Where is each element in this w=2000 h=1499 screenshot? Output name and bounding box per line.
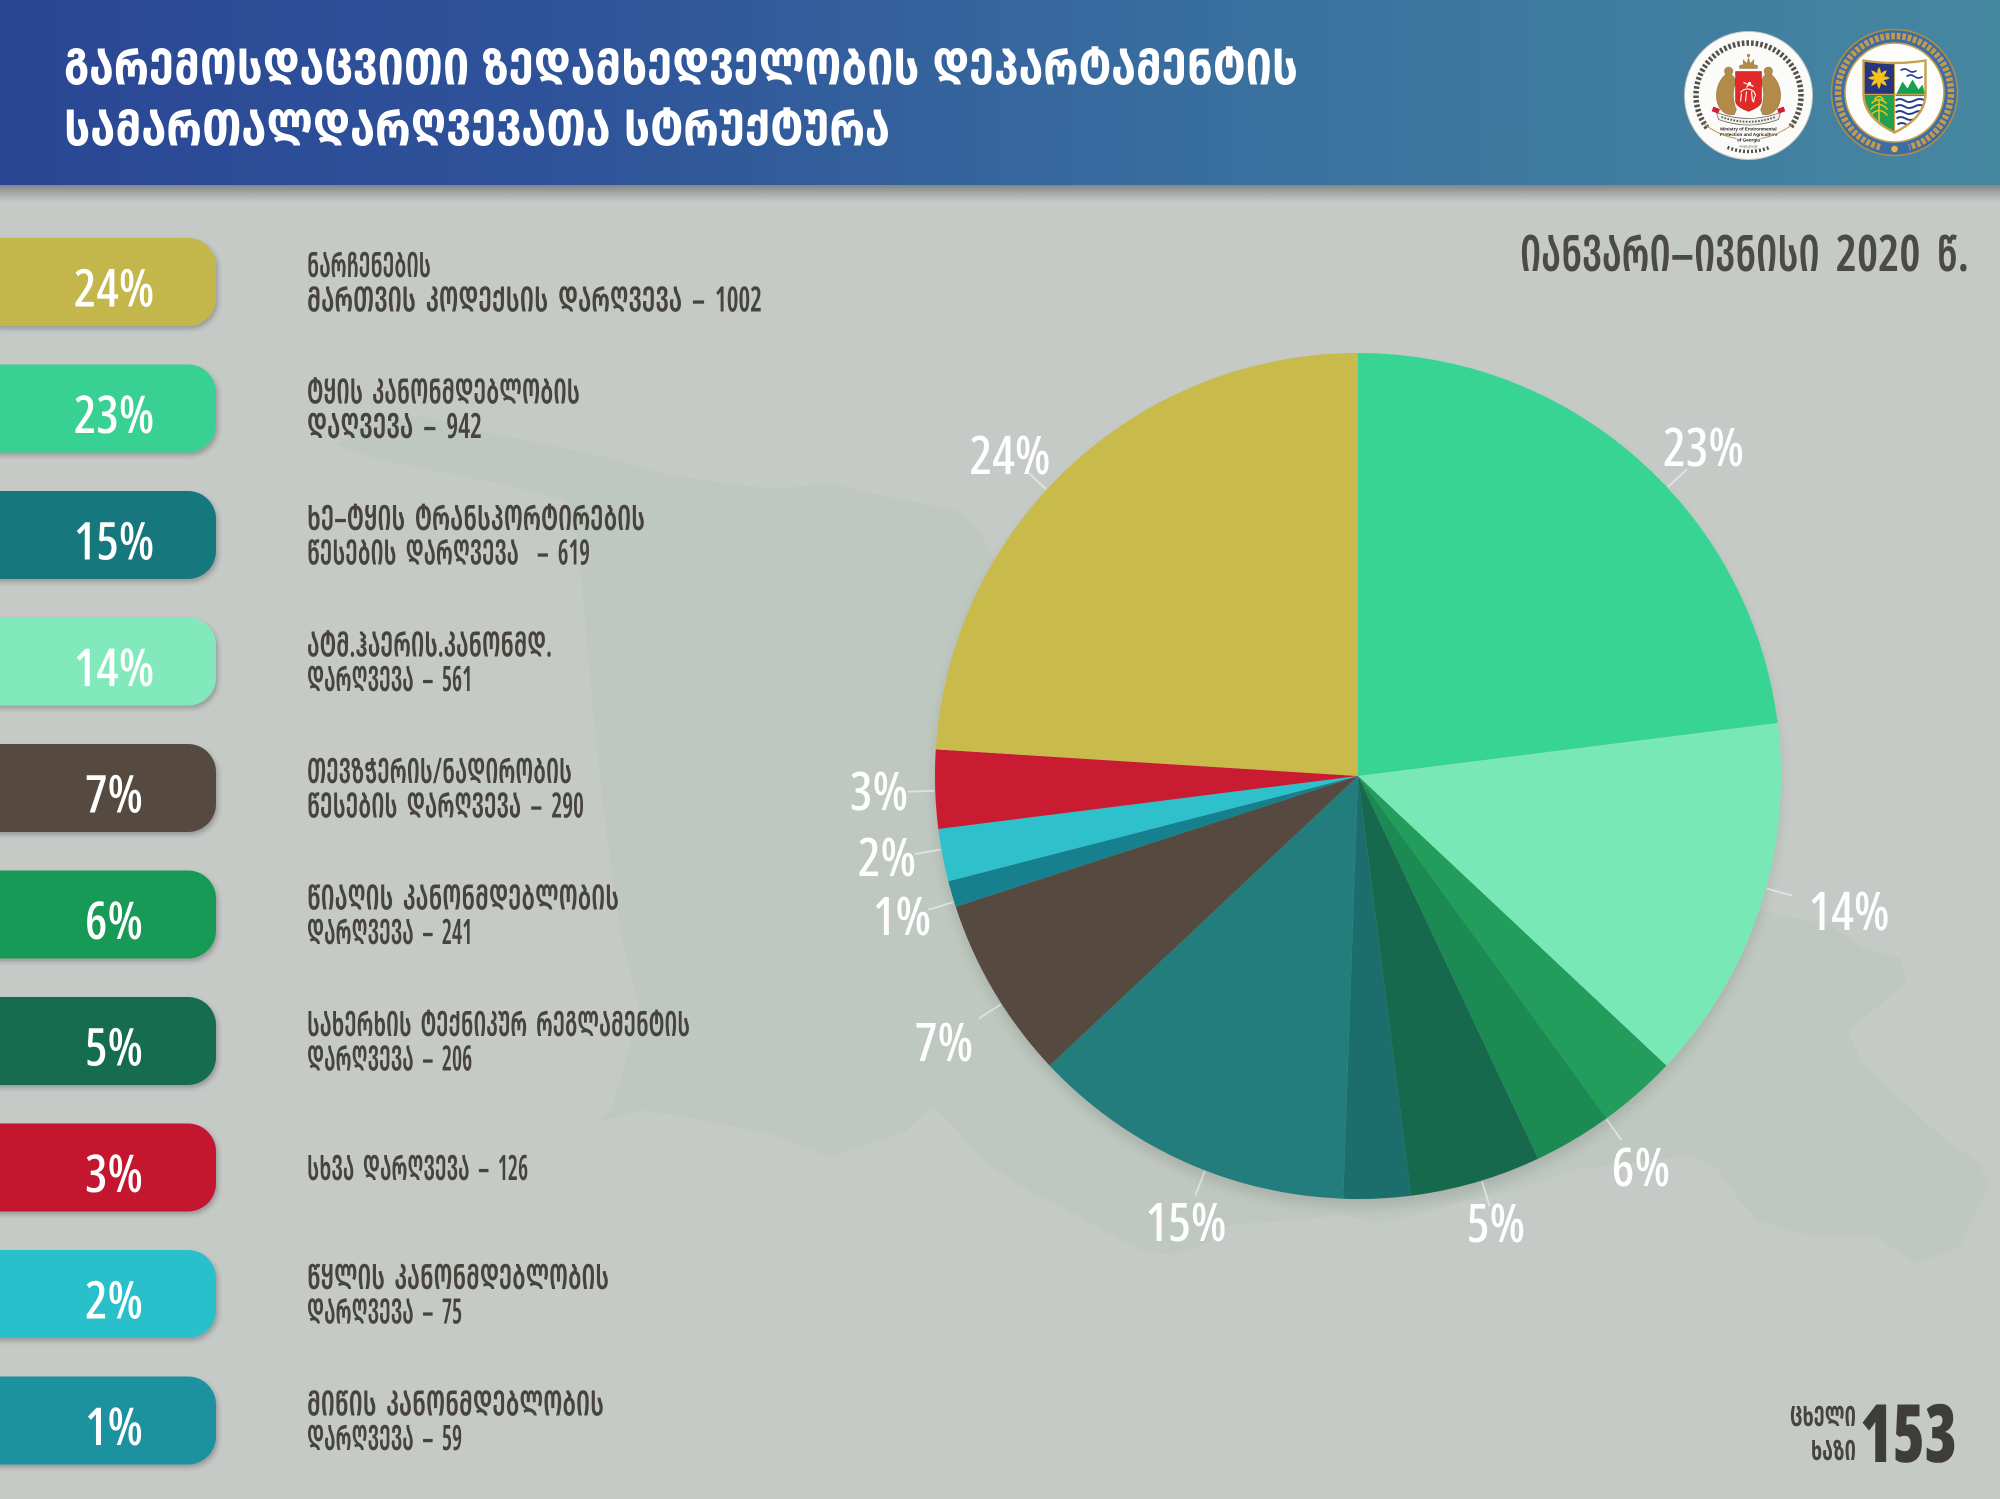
svg-text:mepa.gov.ge: mepa.gov.ge [1739,145,1757,149]
svg-text:Protection and Agriculture: Protection and Agriculture [1720,132,1778,137]
svg-text:of Georgia: of Georgia [1737,138,1760,143]
svg-text:Ministry of Environmental: Ministry of Environmental [1720,127,1776,132]
